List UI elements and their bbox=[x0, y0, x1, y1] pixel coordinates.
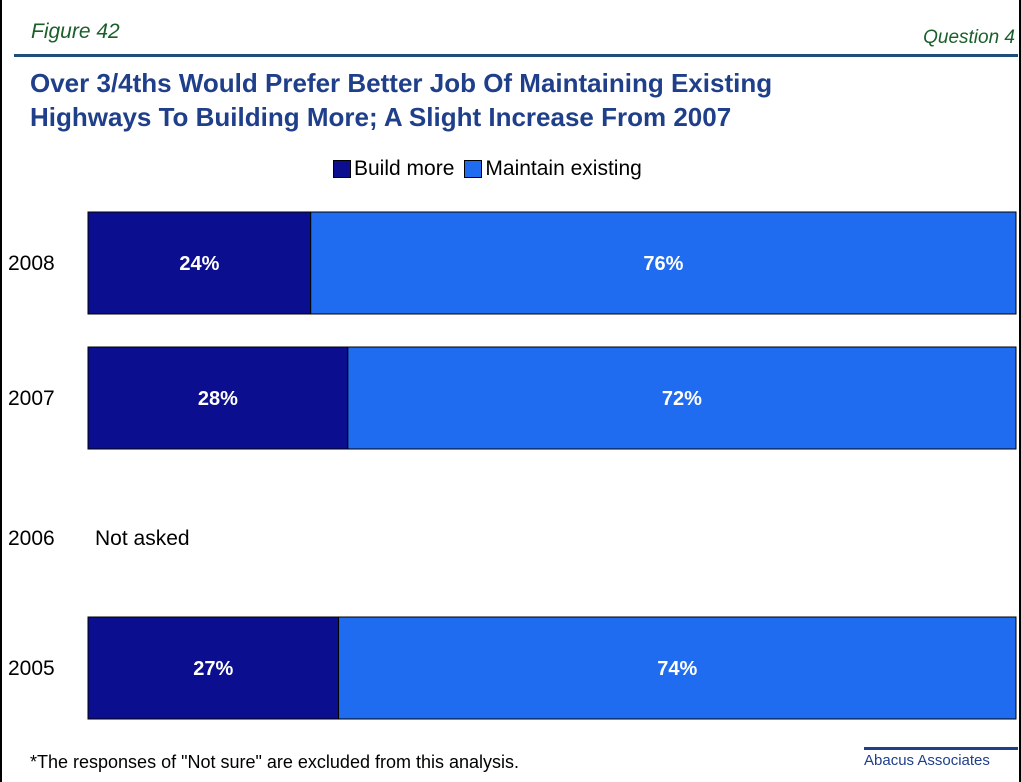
legend-swatch-build-more bbox=[333, 160, 351, 178]
legend-label-build-more: Build more bbox=[354, 157, 455, 180]
data-label-maintain-existing-2007: 72% bbox=[662, 388, 702, 410]
bar-maintain-existing-2005 bbox=[338, 616, 1017, 720]
category-label-2006: 2006 bbox=[8, 527, 55, 550]
annotation-2006: Not asked bbox=[95, 527, 190, 550]
category-label-2005: 2005 bbox=[8, 657, 55, 680]
bar-build-more-2008 bbox=[87, 211, 312, 315]
bar-build-more-2007 bbox=[87, 346, 349, 450]
footnote: *The responses of "Not sure" are exclude… bbox=[30, 752, 520, 772]
figure-number: Figure 42 bbox=[31, 20, 120, 43]
legend-item-build-more: Build more bbox=[333, 157, 454, 181]
chart-title-line-2: Highways To Building More; A Slight Incr… bbox=[30, 102, 732, 132]
data-label-build-more-2005: 27% bbox=[193, 658, 233, 680]
source-rule bbox=[864, 747, 1018, 750]
data-label-maintain-existing-2008: 76% bbox=[643, 253, 683, 275]
source-label: Abacus Associates bbox=[864, 752, 990, 769]
bar-build-more-2005 bbox=[87, 616, 340, 720]
data-label-build-more-2007: 28% bbox=[198, 388, 238, 410]
data-label-maintain-existing-2005: 74% bbox=[657, 658, 697, 680]
bar-maintain-existing-2007 bbox=[347, 346, 1017, 450]
frame-border-left bbox=[0, 0, 2, 782]
chart-title: Over 3/4ths Would Prefer Better Job Of M… bbox=[30, 66, 1010, 134]
legend-item-maintain-existing: Maintain existing bbox=[464, 157, 642, 181]
question-number: Question 4 bbox=[923, 27, 1015, 48]
bar-maintain-existing-2008 bbox=[310, 211, 1017, 315]
data-label-build-more-2008: 24% bbox=[179, 253, 219, 275]
frame-border-right bbox=[1019, 0, 1021, 782]
header-rule bbox=[14, 54, 1018, 57]
legend-swatch-maintain-existing bbox=[464, 160, 483, 178]
legend: Build more Maintain existing bbox=[333, 157, 652, 181]
chart-title-line-1: Over 3/4ths Would Prefer Better Job Of M… bbox=[30, 68, 773, 98]
legend-label-maintain-existing: Maintain existing bbox=[485, 157, 642, 180]
category-label-2007: 2007 bbox=[8, 387, 55, 410]
category-label-2008: 2008 bbox=[8, 252, 55, 275]
